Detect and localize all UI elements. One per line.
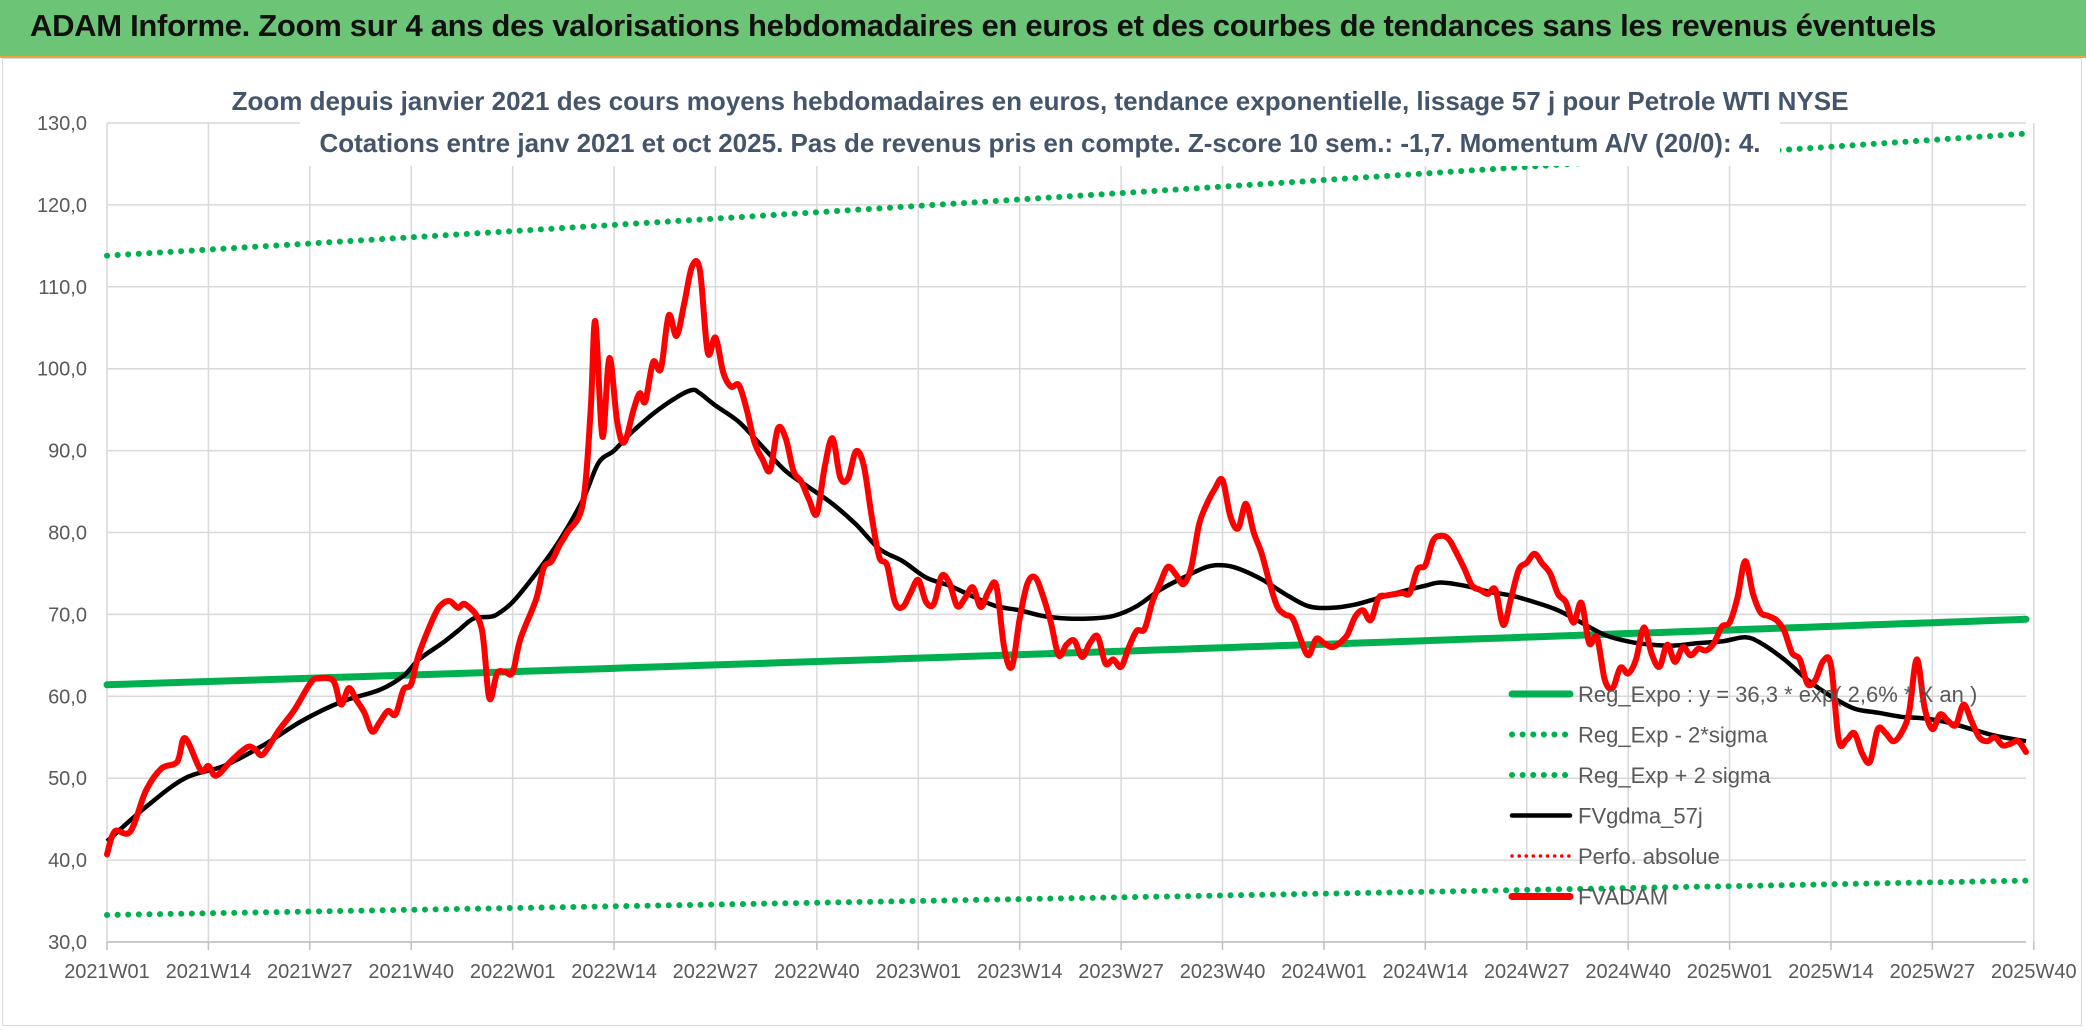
legend: Reg_Expo : y = 36,3 * exp( 2,6% * X an )… xyxy=(1508,682,1977,910)
legend-label-fvadam: FVADAM xyxy=(1578,885,1668,910)
y-tick-label: 50,0 xyxy=(48,768,87,790)
x-tick-label: 2022W27 xyxy=(673,961,759,983)
fvgdma-57j-line xyxy=(105,387,2027,843)
x-tick-label: 2024W40 xyxy=(1585,961,1671,983)
grid-layer xyxy=(106,122,2035,950)
y-tick-label: 30,0 xyxy=(48,932,87,954)
x-tick-label: 2025W01 xyxy=(1687,961,1773,983)
y-tick-label: 80,0 xyxy=(48,523,87,545)
x-tick-label: 2022W01 xyxy=(470,961,556,983)
x-tick-label: 2022W14 xyxy=(571,961,657,983)
x-tick-label: 2022W40 xyxy=(774,961,860,983)
y-tick-label: 40,0 xyxy=(48,850,87,872)
x-tick-label: 2024W01 xyxy=(1281,961,1367,983)
legend-label-perfo: Perfo. absolue xyxy=(1578,844,1720,869)
y-tick-label: 70,0 xyxy=(48,604,87,626)
chart-subtitle: Cotations entre janv 2021 et oct 2025. P… xyxy=(319,128,1760,158)
title-layer: Zoom depuis janvier 2021 des cours moyen… xyxy=(232,78,1849,166)
legend-label-reg-lower: Reg_Exp - 2*sigma xyxy=(1578,723,1768,748)
legend-label-fvgdma: FVgdma_57j xyxy=(1578,804,1703,829)
x-tick-label: 2025W40 xyxy=(1991,961,2077,983)
axis-layer: 30,0 40,0 50,0 60,0 70,0 80,0 90,0 100,0 110,0 12… xyxy=(37,113,2077,983)
x-tick-label: 2023W40 xyxy=(1180,961,1266,983)
x-tick-label: 2021W14 xyxy=(166,961,252,983)
x-tick-label: 2025W14 xyxy=(1788,961,1874,983)
x-tick-label: 2023W14 xyxy=(977,961,1063,983)
x-tick-label: 2025W27 xyxy=(1890,961,1976,983)
banner-title: ADAM Informe. Zoom sur 4 ans des valoris… xyxy=(30,8,1937,43)
chart-title: Zoom depuis janvier 2021 des cours moyen… xyxy=(232,86,1849,116)
reg-expo-line xyxy=(103,615,2030,689)
x-tick-label: 2024W14 xyxy=(1383,961,1469,983)
chart-frame xyxy=(2,58,2082,1026)
x-tick-label: 2023W01 xyxy=(875,961,961,983)
legend-label-reg-upper: Reg_Exp + 2 sigma xyxy=(1578,763,1771,788)
x-tick-label: 2023W27 xyxy=(1078,961,1164,983)
title-background xyxy=(300,78,1780,166)
y-tick-label: 90,0 xyxy=(48,441,87,463)
fvadam-line xyxy=(104,257,2029,858)
reg-exp-minus-2sigma-line xyxy=(104,877,2029,918)
y-tick-label: 60,0 xyxy=(48,686,87,708)
series-layer xyxy=(103,130,2030,918)
x-tick-label: 2024W27 xyxy=(1484,961,1570,983)
y-tick-label: 130,0 xyxy=(37,113,87,135)
x-tick-label: 2021W40 xyxy=(368,961,454,983)
y-tick-label: 120,0 xyxy=(37,195,87,217)
x-tick-label: 2021W01 xyxy=(64,961,150,983)
y-tick-label: 100,0 xyxy=(37,359,87,381)
report-banner: ADAM Informe. Zoom sur 4 ans des valoris… xyxy=(0,0,2086,58)
legend-label-reg-expo: Reg_Expo : y = 36,3 * exp( 2,6% * X an ) xyxy=(1578,682,1977,707)
x-tick-label: 2021W27 xyxy=(267,961,353,983)
y-tick-label: 110,0 xyxy=(38,277,87,299)
